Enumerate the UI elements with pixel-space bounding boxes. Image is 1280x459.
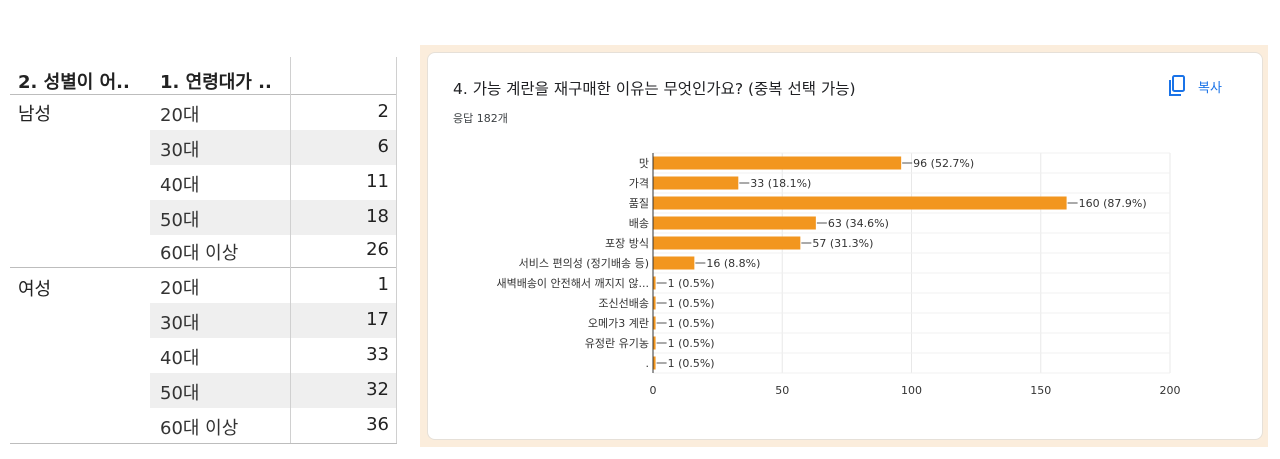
response-count: 응답 182개 <box>453 112 508 125</box>
category-label: 유정란 유기농 <box>585 337 649 350</box>
age-label: 30대 <box>160 140 200 161</box>
count-value: 1 <box>377 274 389 295</box>
category-label: 포장 방식 <box>605 237 649 250</box>
group-divider <box>10 267 397 268</box>
column-header-gender[interactable]: 2. 성별이 어.. <box>18 72 130 93</box>
bar <box>653 196 1067 210</box>
count-value: 33 <box>366 344 389 365</box>
data-label: 1 (0.5%) <box>668 317 715 330</box>
data-label: 16 (8.8%) <box>706 257 760 270</box>
data-label: 63 (34.6%) <box>828 217 889 230</box>
age-label: 30대 <box>160 313 200 334</box>
count-value: 2 <box>377 101 389 122</box>
category-label: . <box>646 357 650 370</box>
gender-label-male: 남성 <box>18 104 52 125</box>
table-row: 60대 이상 36 <box>10 408 397 443</box>
table-row: 30대 17 <box>10 303 397 338</box>
category-label: 서비스 편의성 (정기배송 등) <box>519 257 649 270</box>
table-row: 40대 33 <box>10 338 397 373</box>
table-row: 40대 11 <box>10 165 397 200</box>
age-label: 40대 <box>160 175 200 196</box>
category-label: 조신선배송 <box>598 297 649 310</box>
data-label: 1 (0.5%) <box>668 297 715 310</box>
category-label: 가격 <box>629 177 649 190</box>
table-row: 60대 이상 26 <box>10 233 397 268</box>
age-label: 50대 <box>160 383 200 404</box>
column-header-age[interactable]: 1. 연령대가 .. <box>160 72 272 93</box>
bar <box>653 316 656 330</box>
gender-label-female: 여성 <box>18 279 52 300</box>
bar <box>653 296 656 310</box>
age-label: 20대 <box>160 105 200 126</box>
count-value: 11 <box>366 171 389 192</box>
data-label: 1 (0.5%) <box>668 357 715 370</box>
count-value: 18 <box>366 206 389 227</box>
table-row: 50대 18 <box>10 200 397 235</box>
bar <box>653 236 801 250</box>
bar <box>653 356 656 370</box>
age-label: 50대 <box>160 210 200 231</box>
x-tick-label: 50 <box>775 384 789 397</box>
x-tick-label: 0 <box>650 384 657 397</box>
age-label: 60대 이상 <box>160 418 239 439</box>
data-label: 33 (18.1%) <box>750 177 811 190</box>
category-label: 배송 <box>629 217 649 230</box>
bar <box>653 156 902 170</box>
data-label: 160 (87.9%) <box>1079 197 1147 210</box>
data-label: 57 (31.3%) <box>812 237 873 250</box>
x-tick-label: 150 <box>1030 384 1051 397</box>
column-divider <box>396 57 397 444</box>
count-value: 36 <box>366 414 389 435</box>
bar <box>653 216 816 230</box>
table-row: 20대 2 <box>10 95 397 130</box>
bar <box>653 256 695 270</box>
bar <box>653 336 656 350</box>
count-value: 17 <box>366 309 389 330</box>
count-value: 6 <box>377 136 389 157</box>
table-bottom-border <box>10 443 397 444</box>
age-label: 40대 <box>160 348 200 369</box>
x-tick-label: 100 <box>901 384 922 397</box>
data-label: 1 (0.5%) <box>668 277 715 290</box>
age-label: 60대 이상 <box>160 243 239 264</box>
question-card <box>427 52 1263 440</box>
question-title: 4. 가능 계란을 재구매한 이유는 무엇인가요? (중복 선택 가능) <box>453 80 856 98</box>
x-tick-label: 200 <box>1160 384 1181 397</box>
data-label: 1 (0.5%) <box>668 337 715 350</box>
pivot-table: 2. 성별이 어.. 1. 연령대가 .. 남성 20대 2 30대 6 40대… <box>10 57 398 444</box>
column-divider <box>290 57 291 444</box>
age-label: 20대 <box>160 278 200 299</box>
count-value: 32 <box>366 379 389 400</box>
count-value: 26 <box>366 239 389 260</box>
bar <box>653 176 739 190</box>
category-label: 품질 <box>629 197 649 210</box>
header-divider <box>10 94 397 95</box>
bar <box>653 276 656 290</box>
copy-label: 복사 <box>1198 80 1222 96</box>
category-label: 오메가3 계란 <box>588 317 649 330</box>
data-label: 96 (52.7%) <box>913 157 974 170</box>
table-row: 30대 6 <box>10 130 397 165</box>
table-row: 50대 32 <box>10 373 397 408</box>
category-label: 새벽배송이 안전해서 깨지지 않... <box>496 276 649 290</box>
copy-button[interactable]: 복사 <box>1168 74 1222 98</box>
copy-icon <box>1169 75 1185 96</box>
category-label: 맛 <box>639 157 649 170</box>
table-row: 20대 1 <box>10 268 397 303</box>
